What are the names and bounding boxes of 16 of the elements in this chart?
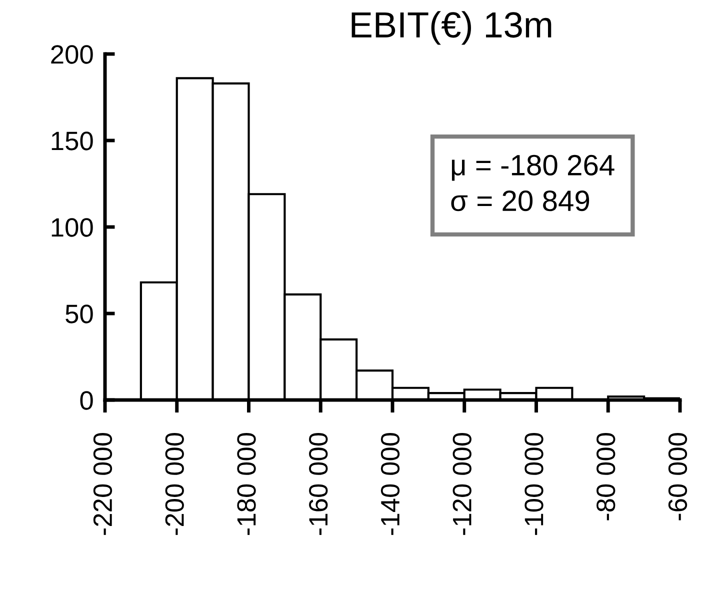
y-tick-label: 200 — [51, 45, 93, 64]
chart-title: EBIT(€) 13m — [352, 11, 552, 45]
x-tick-label: -80 000 — [596, 432, 616, 520]
y-tick-label: 50 — [66, 304, 93, 324]
annotation: μ = -180 264 σ = 20 849 — [451, 154, 614, 212]
x-tick-label: -200 000 — [165, 432, 184, 535]
x-tick-label: -120 000 — [452, 432, 472, 535]
y-tick-label: 100 — [52, 218, 93, 237]
x-tick-label: -100 000 — [524, 432, 544, 535]
x-tick-label: -140 000 — [380, 432, 400, 535]
y-tick-label: 150 — [52, 132, 93, 150]
y-tick-label: 0 — [80, 391, 93, 410]
x-tick-label: -220 000 — [93, 432, 112, 535]
x-tick-label: -180 000 — [237, 432, 256, 535]
x-tick-label: -160 000 — [309, 432, 328, 535]
x-tick-label: -60 000 — [668, 432, 688, 520]
